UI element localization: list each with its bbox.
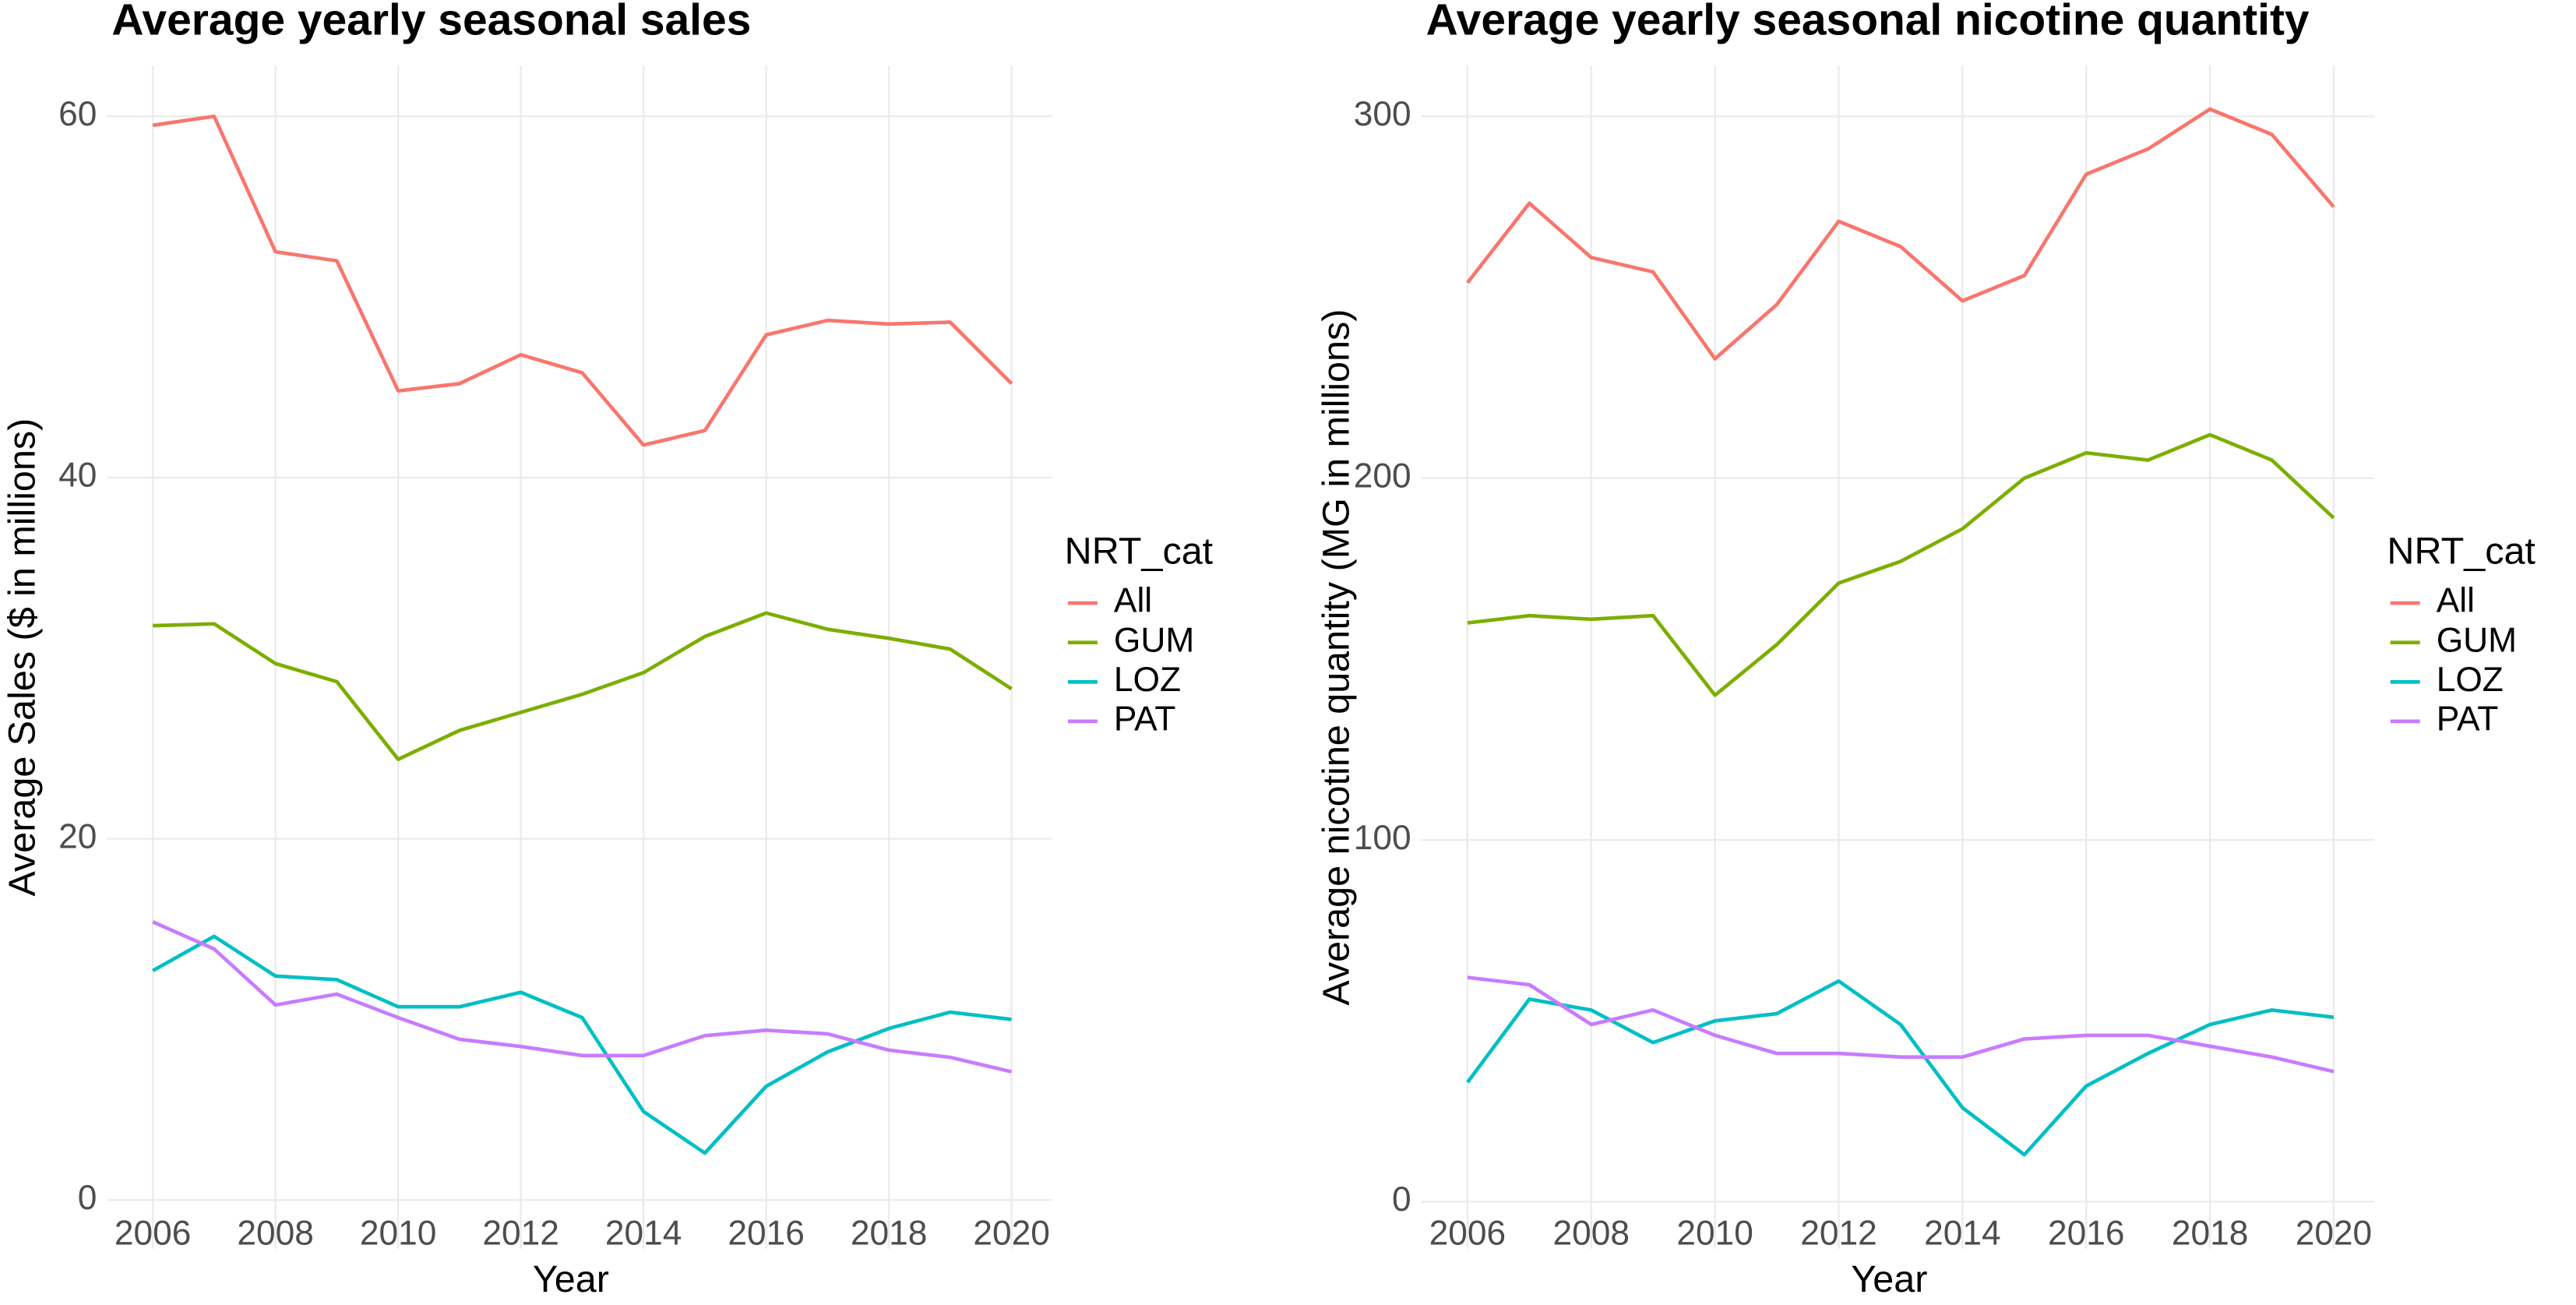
x-tick-label: 2008 (1553, 1215, 1630, 1253)
x-tick-label: 2012 (482, 1215, 559, 1253)
x-tick-label: 2016 (2048, 1215, 2124, 1253)
legend-title: NRT_cat (2387, 531, 2535, 573)
x-tick-label: 2008 (237, 1215, 313, 1253)
x-tick-label: 2006 (115, 1215, 191, 1253)
x-tick-label: 2020 (2296, 1215, 2372, 1253)
chart-title: Average yearly seasonal nicotine quantit… (1426, 0, 2310, 45)
x-tick-label: 2006 (1429, 1215, 1506, 1253)
legend-title: NRT_cat (1065, 531, 1214, 573)
x-tick-label: 2018 (851, 1215, 927, 1253)
x-tick-label: 2010 (1676, 1215, 1753, 1253)
line-series (153, 611, 1013, 761)
legend-label: LOZ (2437, 661, 2504, 699)
chart-panel: Average yearly seasonal sales 0 20 40 60 2006… (1, 0, 1213, 1300)
legend-label: All (1114, 582, 1152, 620)
x-tick-label: 2020 (973, 1215, 1049, 1253)
line-series (1467, 975, 2335, 1074)
legend-label: GUM (1114, 621, 1194, 659)
x-tick-label: 2012 (1800, 1215, 1876, 1253)
y-tick-label: 200 (1354, 457, 1411, 495)
legend-label: PAT (2437, 700, 2499, 739)
legend-label: GUM (2437, 621, 2517, 659)
y-axis-title: Average Sales ($ in millions) (1, 418, 43, 897)
line-series (152, 114, 1013, 447)
chart-panel: Average yearly seasonal nicotine quantit… (1316, 0, 2536, 1300)
x-tick-label: 2014 (605, 1215, 682, 1253)
x-axis-title: Year (533, 1258, 609, 1300)
y-tick-label: 0 (78, 1179, 97, 1217)
line-series (1466, 107, 2335, 361)
x-tick-label: 2016 (728, 1215, 804, 1253)
legend-label: All (2437, 582, 2475, 620)
x-tick-label: 2018 (2172, 1215, 2248, 1253)
legend-label: LOZ (1114, 661, 1181, 699)
legend-label: PAT (1114, 700, 1176, 739)
line-series (1467, 432, 2335, 697)
line-series (152, 920, 1013, 1074)
x-axis-title: Year (1851, 1258, 1927, 1300)
x-tick-label: 2010 (360, 1215, 436, 1253)
y-tick-label: 100 (1354, 819, 1411, 857)
y-tick-label: 300 (1354, 95, 1411, 133)
y-tick-label: 40 (58, 457, 97, 495)
y-axis-title: Average nicotine quantity (MG in million… (1316, 309, 1358, 1006)
y-tick-label: 0 (1392, 1180, 1411, 1219)
line-series (152, 934, 1012, 1155)
line-series (1466, 979, 2335, 1157)
y-tick-label: 60 (58, 95, 97, 133)
y-tick-label: 20 (58, 817, 97, 855)
x-tick-label: 2014 (1924, 1215, 2000, 1253)
chart-title: Average yearly seasonal sales (111, 0, 751, 45)
